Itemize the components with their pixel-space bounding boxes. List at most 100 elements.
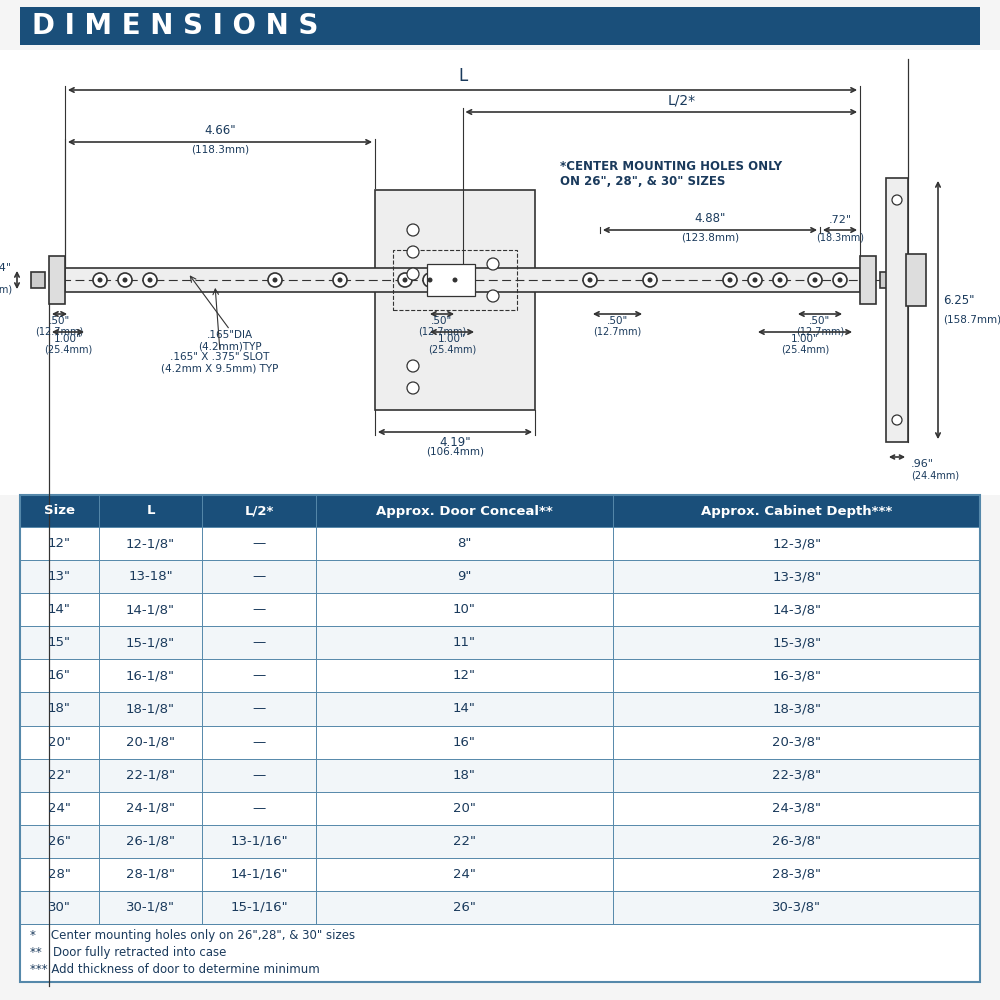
- Text: —: —: [252, 570, 266, 583]
- Text: (123.8mm): (123.8mm): [681, 232, 739, 242]
- Circle shape: [407, 268, 419, 280]
- Text: 20": 20": [48, 736, 71, 749]
- Text: 14": 14": [48, 603, 71, 616]
- Bar: [65, 268, 860, 292]
- Text: 26-3/8": 26-3/8": [772, 835, 821, 848]
- Text: (12.7mm): (12.7mm): [418, 326, 466, 336]
- Text: 22-1/8": 22-1/8": [126, 769, 175, 782]
- Text: 28-1/8": 28-1/8": [126, 868, 175, 881]
- Text: 12-3/8": 12-3/8": [772, 537, 821, 550]
- Text: (118.3mm): (118.3mm): [191, 144, 249, 154]
- Text: L: L: [146, 504, 155, 518]
- Text: 18-1/8": 18-1/8": [126, 702, 175, 715]
- Text: 15-1/8": 15-1/8": [126, 636, 175, 649]
- Text: 10": 10": [453, 603, 476, 616]
- Text: 4.66": 4.66": [204, 124, 236, 137]
- Bar: [20, 527, 980, 560]
- Text: .50": .50": [431, 316, 453, 326]
- Text: 1.00": 1.00": [438, 334, 466, 344]
- Text: —: —: [252, 603, 266, 616]
- Text: —: —: [252, 736, 266, 749]
- Circle shape: [333, 273, 347, 287]
- Text: 12-1/8": 12-1/8": [126, 537, 175, 550]
- Text: (25.4mm): (25.4mm): [781, 344, 829, 354]
- Circle shape: [892, 195, 902, 205]
- Text: (25.4mm): (25.4mm): [428, 344, 476, 354]
- Text: 16": 16": [453, 736, 476, 749]
- Text: 14": 14": [453, 702, 476, 715]
- Text: —: —: [252, 802, 266, 815]
- Text: .50": .50": [48, 316, 70, 326]
- Circle shape: [812, 277, 818, 282]
- Text: 20": 20": [453, 802, 476, 815]
- Text: 24-3/8": 24-3/8": [772, 802, 821, 815]
- Circle shape: [448, 273, 462, 287]
- Text: 12": 12": [48, 537, 71, 550]
- Text: .96": .96": [911, 459, 934, 469]
- Circle shape: [833, 273, 847, 287]
- Text: 13": 13": [48, 570, 71, 583]
- Circle shape: [402, 277, 408, 282]
- Text: 18": 18": [48, 702, 71, 715]
- Text: **   Door fully retracted into case: ** Door fully retracted into case: [30, 946, 226, 959]
- Text: .50": .50": [606, 316, 628, 326]
- Text: .165"DIA
(4.2mm)TYP: .165"DIA (4.2mm)TYP: [198, 330, 262, 352]
- Text: 26": 26": [48, 835, 71, 848]
- Circle shape: [407, 224, 419, 236]
- Circle shape: [452, 277, 458, 282]
- Text: 4.19": 4.19": [439, 436, 471, 449]
- Bar: [20, 495, 980, 527]
- Text: (106.4mm): (106.4mm): [426, 447, 484, 457]
- Circle shape: [407, 360, 419, 372]
- Bar: [49, 256, 65, 304]
- Bar: [860, 256, 876, 304]
- Bar: [427, 264, 475, 296]
- Text: 14-3/8": 14-3/8": [772, 603, 821, 616]
- Text: L/2*: L/2*: [667, 93, 695, 107]
- Circle shape: [773, 273, 787, 287]
- Text: *** Add thickness of door to determine minimum: *** Add thickness of door to determine m…: [30, 963, 320, 976]
- Text: (158.7mm): (158.7mm): [943, 315, 1000, 325]
- Text: D I M E N S I O N S: D I M E N S I O N S: [32, 12, 318, 40]
- Bar: [20, 792, 980, 825]
- Bar: [880, 272, 894, 288]
- Circle shape: [838, 277, 842, 282]
- Circle shape: [588, 277, 592, 282]
- Text: 30-1/8": 30-1/8": [126, 901, 175, 914]
- Circle shape: [748, 273, 762, 287]
- Bar: [31, 272, 45, 288]
- Text: 20-1/8": 20-1/8": [126, 736, 175, 749]
- Circle shape: [428, 277, 432, 282]
- Text: .72": .72": [828, 215, 852, 225]
- Circle shape: [93, 273, 107, 287]
- Bar: [20, 560, 980, 593]
- Text: 30": 30": [48, 901, 71, 914]
- Circle shape: [268, 273, 282, 287]
- Text: 20-3/8": 20-3/8": [772, 736, 821, 749]
- Text: 30-3/8": 30-3/8": [772, 901, 821, 914]
- Circle shape: [338, 277, 342, 282]
- Text: (12.7mm): (12.7mm): [796, 326, 844, 336]
- Circle shape: [892, 415, 902, 425]
- Bar: [20, 924, 980, 982]
- Circle shape: [118, 273, 132, 287]
- Text: Approx. Cabinet Depth***: Approx. Cabinet Depth***: [701, 504, 892, 518]
- Text: .165" X .375" SLOT
(4.2mm X 9.5mm) TYP: .165" X .375" SLOT (4.2mm X 9.5mm) TYP: [161, 352, 279, 374]
- Text: *    Center mounting holes only on 26",28", & 30" sizes: * Center mounting holes only on 26",28",…: [30, 929, 355, 942]
- Circle shape: [648, 277, 652, 282]
- Circle shape: [98, 277, 103, 282]
- Circle shape: [143, 273, 157, 287]
- Circle shape: [122, 277, 128, 282]
- Text: 22-3/8": 22-3/8": [772, 769, 821, 782]
- Text: —: —: [252, 669, 266, 682]
- Text: 26": 26": [453, 901, 476, 914]
- Circle shape: [407, 382, 419, 394]
- Bar: [0, 50, 1000, 495]
- Bar: [20, 626, 980, 659]
- Text: —: —: [252, 537, 266, 550]
- Bar: [906, 254, 926, 306]
- Text: 16-1/8": 16-1/8": [126, 669, 175, 682]
- Text: 18-3/8": 18-3/8": [772, 702, 821, 715]
- Text: 1.00": 1.00": [791, 334, 819, 344]
- Circle shape: [643, 273, 657, 287]
